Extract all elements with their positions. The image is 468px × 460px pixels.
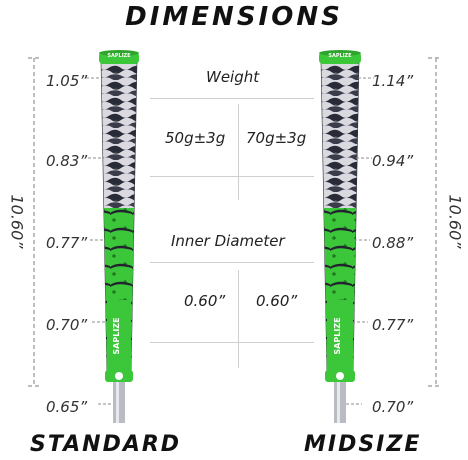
midsize-length-label: 10.60” <box>445 194 465 249</box>
table-divider <box>238 104 239 200</box>
inner-diameter-label: Inner Diameter <box>171 232 285 250</box>
table-divider <box>150 176 314 177</box>
standard-inner-diameter: 0.60” <box>184 292 226 310</box>
midsize-diameter-2: 0.94” <box>372 152 414 170</box>
table-divider <box>150 342 314 343</box>
midsize-brand-text: SAPLIZE <box>333 317 342 354</box>
standard-length-bracket <box>28 57 42 387</box>
standard-brand-text: SAPLIZE <box>112 317 121 354</box>
standard-diameter-3: 0.77” <box>46 234 88 252</box>
midsize-length-bracket <box>428 57 442 387</box>
standard-diameter-2: 0.83” <box>46 152 88 170</box>
standard-diameter-5: 0.65” <box>46 398 88 416</box>
midsize-diameter-5: 0.70” <box>372 398 414 416</box>
standard-caption: STANDARD <box>30 432 182 457</box>
midsize-diameter-3: 0.88” <box>372 234 414 252</box>
midsize-measure-ticks <box>346 77 374 405</box>
standard-measure-ticks <box>86 77 112 405</box>
standard-diameter-1: 1.05” <box>46 72 88 90</box>
midsize-diameter-4: 0.77” <box>372 316 414 334</box>
page-title: DIMENSIONS <box>125 2 343 32</box>
standard-weight: 50g±3g <box>165 129 226 147</box>
midsize-grip <box>319 50 361 423</box>
table-divider <box>150 98 314 99</box>
midsize-weight: 70g±3g <box>246 129 307 147</box>
midsize-diameter-1: 1.14” <box>372 72 414 90</box>
weight-label: Weight <box>206 68 260 86</box>
midsize-caption: MIDSIZE <box>304 432 422 457</box>
standard-cap-brand: SAPLIZE <box>107 53 131 59</box>
midsize-inner-diameter: 0.60” <box>256 292 298 310</box>
table-divider <box>238 270 239 368</box>
table-divider <box>150 262 314 263</box>
standard-diameter-4: 0.70” <box>46 316 88 334</box>
standard-grip <box>99 50 139 423</box>
midsize-cap-brand: SAPLIZE <box>328 53 352 59</box>
standard-length-label: 10.60” <box>7 194 27 249</box>
